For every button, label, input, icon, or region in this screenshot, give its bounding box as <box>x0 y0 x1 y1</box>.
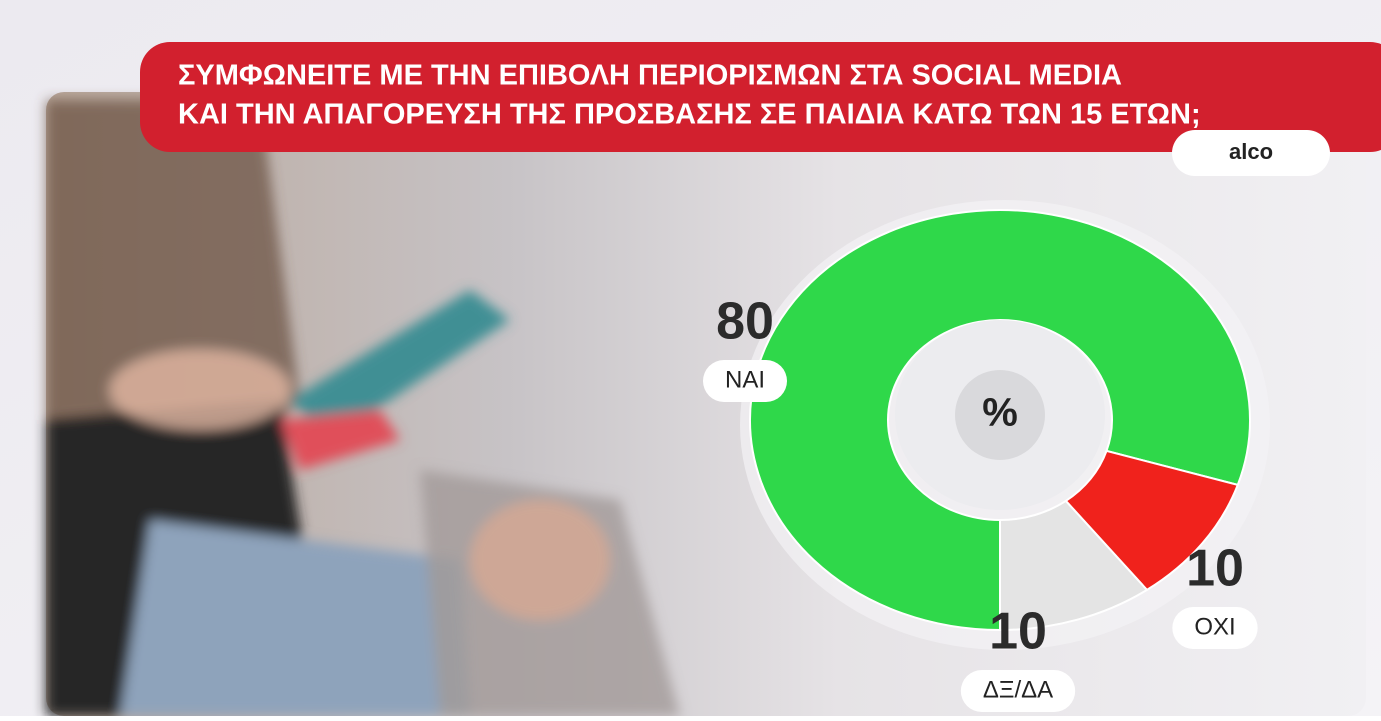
center-label: % <box>982 391 1018 435</box>
category-pill <box>960 670 1076 712</box>
center-badge <box>955 370 1045 460</box>
category-label: ΝΑΙ <box>725 366 765 393</box>
photo-shapes <box>46 100 680 716</box>
title-line: ΣΥΜΦΩΝΕΙΤΕ ΜΕ ΤΗΝ ΕΠΙΒΟΛΗ ΠΕΡΙΟΡΙΣΜΩΝ ΣΤ… <box>178 60 1122 92</box>
donut <box>748 209 1251 632</box>
category-label: ΟΧΙ <box>1194 613 1235 640</box>
category-label: ΔΞ/ΔΑ <box>983 676 1053 703</box>
value-label: 10 <box>989 603 1047 661</box>
title-line: ΚΑΙ ΤΗΝ ΑΠΑΓΟΡΕΥΣΗ ΤΗΣ ΠΡΟΣΒΑΣΗΣ ΣΕ ΠΑΙΔ… <box>178 99 1201 131</box>
value-label: 10 <box>1186 540 1244 598</box>
title-banner <box>140 42 1381 152</box>
source-pill <box>1172 130 1330 176</box>
value-label: 80 <box>716 293 774 351</box>
category-pill <box>1172 607 1258 649</box>
donut-slice <box>999 499 1149 632</box>
source: alco <box>1229 139 1273 164</box>
donut-slice <box>748 209 1251 632</box>
category-pill <box>702 360 788 402</box>
